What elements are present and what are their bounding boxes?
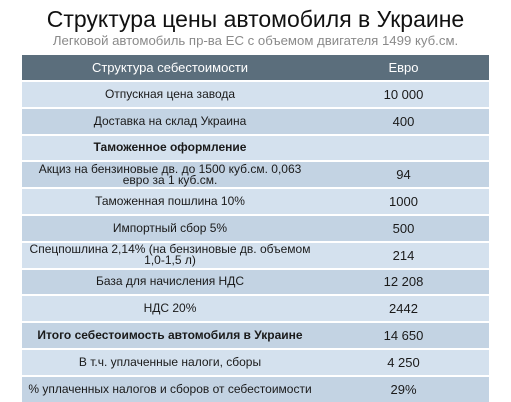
row-value: 94 xyxy=(396,167,411,183)
row-label-text: Отпускная цена завода xyxy=(104,86,236,101)
page-subtitle: Легковой автомобиль пр-ва ЕС с объемом д… xyxy=(52,33,459,48)
row-label: Доставка на склад Украина xyxy=(22,109,318,134)
row-label: База для начисления НДС xyxy=(22,270,318,295)
price-structure-table: Структура себестоимости Евро Отпускная ц… xyxy=(22,55,489,402)
row-label-text: Спецпошлина 2,14% (на бензиновые дв. объ… xyxy=(29,242,311,268)
row-value: 10 000 xyxy=(383,86,424,102)
table-row: Спецпошлина 2,14% (на бензиновые дв. объ… xyxy=(22,242,489,268)
row-label-text: % уплаченных налогов и сборов от себесто… xyxy=(28,381,312,396)
row-value: 500 xyxy=(392,220,415,236)
row-label-text: Таможенная пошлина 10% xyxy=(95,194,245,209)
row-label-text: Итого себестоимость автомобиля в Украине xyxy=(37,328,303,343)
row-label: Итого себестоимость автомобиля в Украине xyxy=(22,323,318,348)
row-label: Таможенное оформление xyxy=(22,136,318,161)
row-label: Акциз на бензиновые дв. до 1500 куб.см. … xyxy=(22,162,318,187)
table-row: Акциз на бензиновые дв. до 1500 куб.см. … xyxy=(22,162,489,188)
row-label-text: Таможенное оформление xyxy=(93,140,247,155)
row-value: 2442 xyxy=(389,301,418,317)
row-label-text: В т.ч. уплаченные налоги, сборы xyxy=(78,354,262,369)
row-label-text: Акциз на бензиновые дв. до 1500 куб.см. … xyxy=(38,161,302,187)
row-label: Отпускная цена завода xyxy=(22,82,318,107)
row-label: В т.ч. уплаченные налоги, сборы xyxy=(22,350,318,375)
row-value: 14 650 xyxy=(383,328,424,344)
table-header-row: Структура себестоимости Евро xyxy=(22,55,489,80)
table-row: База для начисления НДС 12 208 xyxy=(22,269,489,295)
row-label: Таможенная пошлина 10% xyxy=(22,189,318,214)
row-label-text: База для начисления НДС xyxy=(95,274,245,289)
table-row: Доставка на склад Украина 400 xyxy=(22,108,489,134)
row-label: НДС 20% xyxy=(22,296,318,321)
table-row: % уплаченных налогов и сборов от себесто… xyxy=(22,376,489,402)
row-value: 29% xyxy=(390,381,417,397)
row-value: 400 xyxy=(392,113,415,129)
row-label: Спецпошлина 2,14% (на бензиновые дв. объ… xyxy=(22,243,318,268)
table-row: НДС 20% 2442 xyxy=(22,296,489,322)
row-label: Импортный сбор 5% xyxy=(22,216,318,241)
page-title: Структура цены автомобиля в Украине xyxy=(46,6,465,32)
row-value: 12 208 xyxy=(383,274,424,290)
row-value: 1000 xyxy=(389,194,418,210)
row-label-text: Импортный сбор 5% xyxy=(112,220,228,235)
table-row-total: Итого себестоимость автомобиля в Украине… xyxy=(22,323,489,348)
table-row: Отпускная цена завода 10 000 xyxy=(22,82,489,107)
table-row: Таможенная пошлина 10% 1000 xyxy=(22,189,489,214)
row-label: % уплаченных налогов и сборов от себесто… xyxy=(22,377,318,402)
column-header-structure: Структура себестоимости xyxy=(91,60,249,75)
column-header-euro: Евро xyxy=(388,60,419,75)
row-value: 214 xyxy=(392,247,415,263)
row-label-text: Доставка на склад Украина xyxy=(93,113,247,128)
table-row-section: Таможенное оформление xyxy=(22,135,489,161)
row-label-text: НДС 20% xyxy=(143,301,197,316)
table-row: Импортный сбор 5% 500 xyxy=(22,215,489,241)
row-value xyxy=(318,136,489,161)
row-value: 4 250 xyxy=(387,354,420,370)
table-row: В т.ч. уплаченные налоги, сборы 4 250 xyxy=(22,349,489,375)
